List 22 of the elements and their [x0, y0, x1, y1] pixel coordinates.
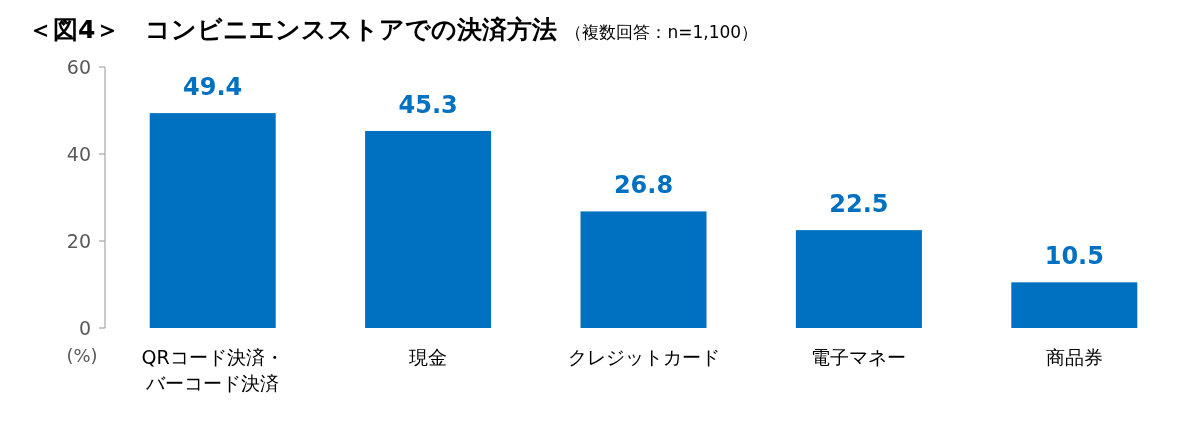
bar — [580, 211, 707, 328]
y-tick-label: 40 — [66, 143, 91, 165]
data-label: 49.4 — [183, 73, 243, 102]
x-tick-label: 商品券 — [1044, 345, 1104, 370]
x-tick-label: 現金 — [408, 345, 449, 370]
y-axis-title: (%) — [66, 345, 98, 366]
chart-subtitle: （複数回答：n=1,100） — [565, 22, 759, 42]
bar — [365, 130, 492, 328]
x-tick-label: クレジットカード — [566, 345, 721, 370]
bar — [795, 230, 922, 328]
data-label: 26.8 — [613, 171, 674, 200]
bar — [1011, 282, 1138, 328]
y-tick-label: 0 — [78, 317, 91, 339]
x-tick-label: QRコード決済・バーコード決済 — [140, 345, 285, 396]
x-tick-label: 電子マネー — [810, 345, 908, 370]
y-tick-label: 20 — [66, 230, 91, 252]
data-label: 10.5 — [1044, 242, 1104, 271]
bar — [149, 113, 276, 328]
data-label: 22.5 — [829, 190, 889, 219]
data-label: 45.3 — [398, 90, 458, 119]
y-tick-label: 60 — [66, 56, 91, 78]
chart-title: ＜図4＞ コンビニエンスストアでの決済方法 — [28, 15, 558, 44]
